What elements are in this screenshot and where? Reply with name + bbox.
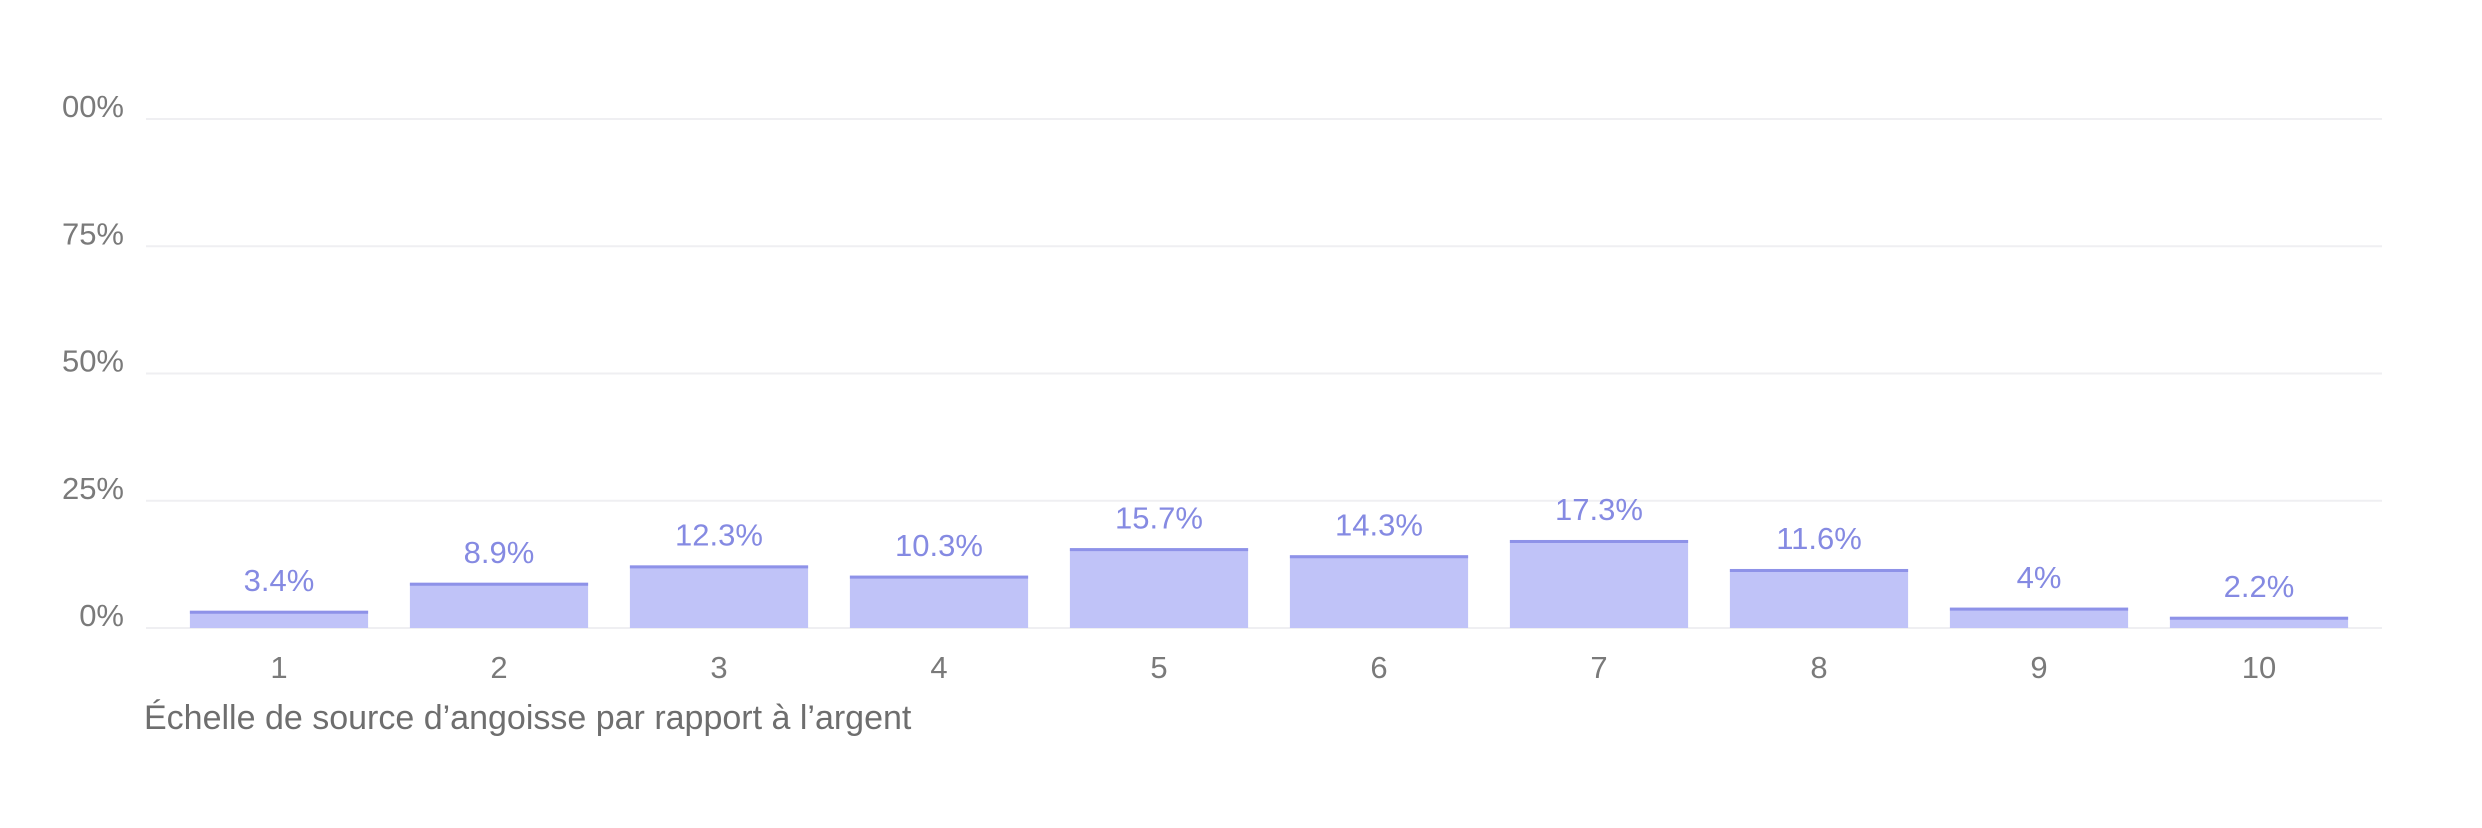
bar <box>409 582 589 628</box>
x-tick-label: 2 <box>490 650 507 685</box>
value-label: 8.9% <box>464 535 535 570</box>
y-tick-label: 0% <box>79 598 124 633</box>
x-tick-label: 6 <box>1370 650 1387 685</box>
y-tick-label: 00% <box>62 89 124 124</box>
x-tick-label: 8 <box>1810 650 1827 685</box>
value-label: 11.6% <box>1776 521 1862 556</box>
value-label: 14.3% <box>1335 507 1423 542</box>
bar <box>1509 539 1689 628</box>
y-tick-label: 75% <box>62 216 124 251</box>
bar <box>849 575 1029 628</box>
bar <box>1729 568 1909 628</box>
value-label: 10.3% <box>895 528 983 563</box>
bar <box>629 565 809 628</box>
x-tick-label: 10 <box>2242 650 2276 685</box>
value-label: 12.3% <box>675 518 763 553</box>
bar <box>1949 607 2129 628</box>
x-tick-label: 4 <box>930 650 947 685</box>
x-tick-label: 1 <box>270 650 287 685</box>
value-label: 2.2% <box>2224 569 2295 604</box>
y-tick-label: 50% <box>62 344 124 379</box>
x-tick-label: 7 <box>1590 650 1607 685</box>
bar <box>1289 555 1469 628</box>
value-label: 15.7% <box>1115 500 1203 535</box>
bar <box>2169 616 2349 628</box>
x-axis-title: Échelle de source d’angoisse par rapport… <box>144 699 912 737</box>
x-tick-label: 9 <box>2030 650 2047 685</box>
y-tick-label: 25% <box>62 471 124 506</box>
value-label: 3.4% <box>244 563 315 598</box>
x-tick-label: 3 <box>710 650 727 685</box>
bar <box>189 610 369 628</box>
bar <box>1069 548 1249 628</box>
value-label: 17.3% <box>1555 492 1643 527</box>
value-label: 4% <box>2017 560 2062 595</box>
x-tick-label: 5 <box>1150 650 1167 685</box>
